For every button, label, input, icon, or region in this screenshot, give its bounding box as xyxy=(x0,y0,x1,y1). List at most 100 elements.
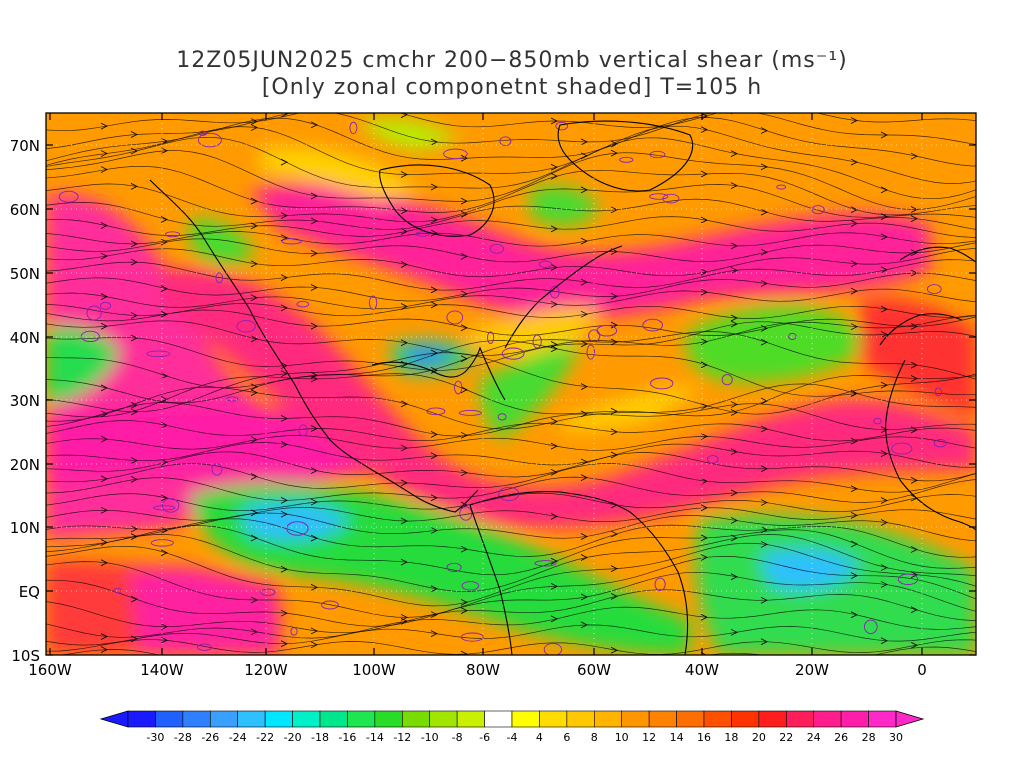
stream-arrow xyxy=(430,585,438,593)
lat-label: EQ xyxy=(19,583,40,601)
lat-label: 40N xyxy=(10,329,40,347)
stream-arrow xyxy=(280,158,288,166)
stream-arrow xyxy=(100,222,108,229)
colorbar-swatch xyxy=(813,710,842,728)
stream-arrow xyxy=(100,646,108,653)
stream-arrow xyxy=(430,611,438,618)
lon-label: 140W xyxy=(140,661,184,679)
stream-arrow xyxy=(760,280,768,287)
stream-arrow xyxy=(700,534,708,542)
stream-arrow xyxy=(310,498,318,506)
colorbar-label: 10 xyxy=(615,731,629,744)
stream-arrow xyxy=(100,322,108,330)
stream-arrow xyxy=(910,571,918,579)
stream-arrow xyxy=(700,126,708,134)
stream-arrow xyxy=(700,554,708,561)
shear-contour xyxy=(296,300,310,308)
stream-arrow xyxy=(880,305,888,313)
stream-arrow xyxy=(880,497,888,504)
stream-arrow xyxy=(760,248,768,256)
streamlines xyxy=(46,113,976,655)
coastline xyxy=(469,504,513,655)
stream-arrow xyxy=(850,287,858,295)
colorbar-label: 20 xyxy=(752,731,766,744)
shear-contour xyxy=(446,310,464,325)
streamline xyxy=(46,606,976,639)
stream-arrow xyxy=(550,442,558,450)
stream-arrow xyxy=(100,633,108,640)
stream-arrow xyxy=(880,519,888,526)
stream-arrow xyxy=(430,183,438,191)
stream-arrow xyxy=(550,172,558,180)
stream-arrow xyxy=(130,258,138,266)
stream-arrow xyxy=(310,425,318,432)
stream-arrow xyxy=(700,477,708,485)
lat-label: 70N xyxy=(10,137,40,155)
stream-arrow xyxy=(250,473,258,480)
stream-arrow xyxy=(610,565,618,572)
stream-arrow xyxy=(610,451,618,459)
lon-label: 120W xyxy=(244,661,288,679)
stream-arrow xyxy=(430,216,438,224)
shear-contour xyxy=(596,324,618,337)
stream-arrow xyxy=(460,324,468,332)
stream-arrow xyxy=(310,375,318,383)
map-field xyxy=(46,113,976,655)
streamline xyxy=(46,512,976,542)
colorbar-label: 22 xyxy=(779,731,793,744)
stream-arrow xyxy=(850,260,858,268)
stream-arrow xyxy=(700,216,708,224)
stream-arrow xyxy=(580,138,588,146)
lat-label: 10S xyxy=(11,647,40,665)
stream-arrow xyxy=(160,549,168,557)
stream-arrow xyxy=(400,617,408,625)
stream-arrow xyxy=(910,426,918,434)
coastline xyxy=(469,491,689,655)
shear-contour xyxy=(897,573,919,585)
streamline xyxy=(46,183,976,223)
shear-contour xyxy=(873,417,882,425)
stream-arrow xyxy=(460,431,468,439)
coastline xyxy=(557,120,694,192)
stream-arrow xyxy=(100,435,108,443)
shear-contour xyxy=(650,377,674,390)
shear-contour xyxy=(588,329,601,343)
shear-contour xyxy=(863,619,878,634)
coastline xyxy=(417,489,479,513)
colorbar-swatch xyxy=(237,710,266,728)
streamline xyxy=(46,272,976,302)
stream-arrow xyxy=(400,400,408,408)
stream-arrow xyxy=(430,630,438,637)
stream-arrow xyxy=(610,428,618,436)
coastline xyxy=(879,246,976,346)
shear-contour xyxy=(649,150,666,159)
stream-arrow xyxy=(550,513,558,520)
stream-arrow xyxy=(700,338,708,345)
colorbar-label: -26 xyxy=(201,731,219,744)
colorbar-label: -22 xyxy=(256,731,274,744)
stream-arrow xyxy=(280,640,288,648)
stream-arrow xyxy=(460,290,468,298)
stream-arrow xyxy=(250,124,258,131)
stream-arrow xyxy=(130,182,138,190)
stream-arrow xyxy=(280,113,288,118)
stream-arrow xyxy=(130,533,138,540)
colorbar-swatch xyxy=(676,710,705,728)
streamline xyxy=(46,534,976,592)
streamline xyxy=(46,303,976,319)
streamline xyxy=(46,352,976,415)
colorbar-swatch xyxy=(621,710,650,728)
colorbar-label: -6 xyxy=(479,731,490,744)
streamline xyxy=(46,435,976,451)
stream-arrow xyxy=(160,527,168,534)
colorbar-swatch xyxy=(127,710,156,728)
stream-arrow xyxy=(880,381,888,389)
colorbar-swatch xyxy=(484,710,513,728)
stream-arrow xyxy=(130,595,138,603)
stream-arrow xyxy=(700,433,708,440)
stream-arrow xyxy=(730,409,738,416)
colorbar-swatch xyxy=(868,710,897,728)
shear-contour xyxy=(415,231,430,237)
colorbar-swatch xyxy=(758,710,787,728)
colorbar-swatch xyxy=(703,710,732,728)
